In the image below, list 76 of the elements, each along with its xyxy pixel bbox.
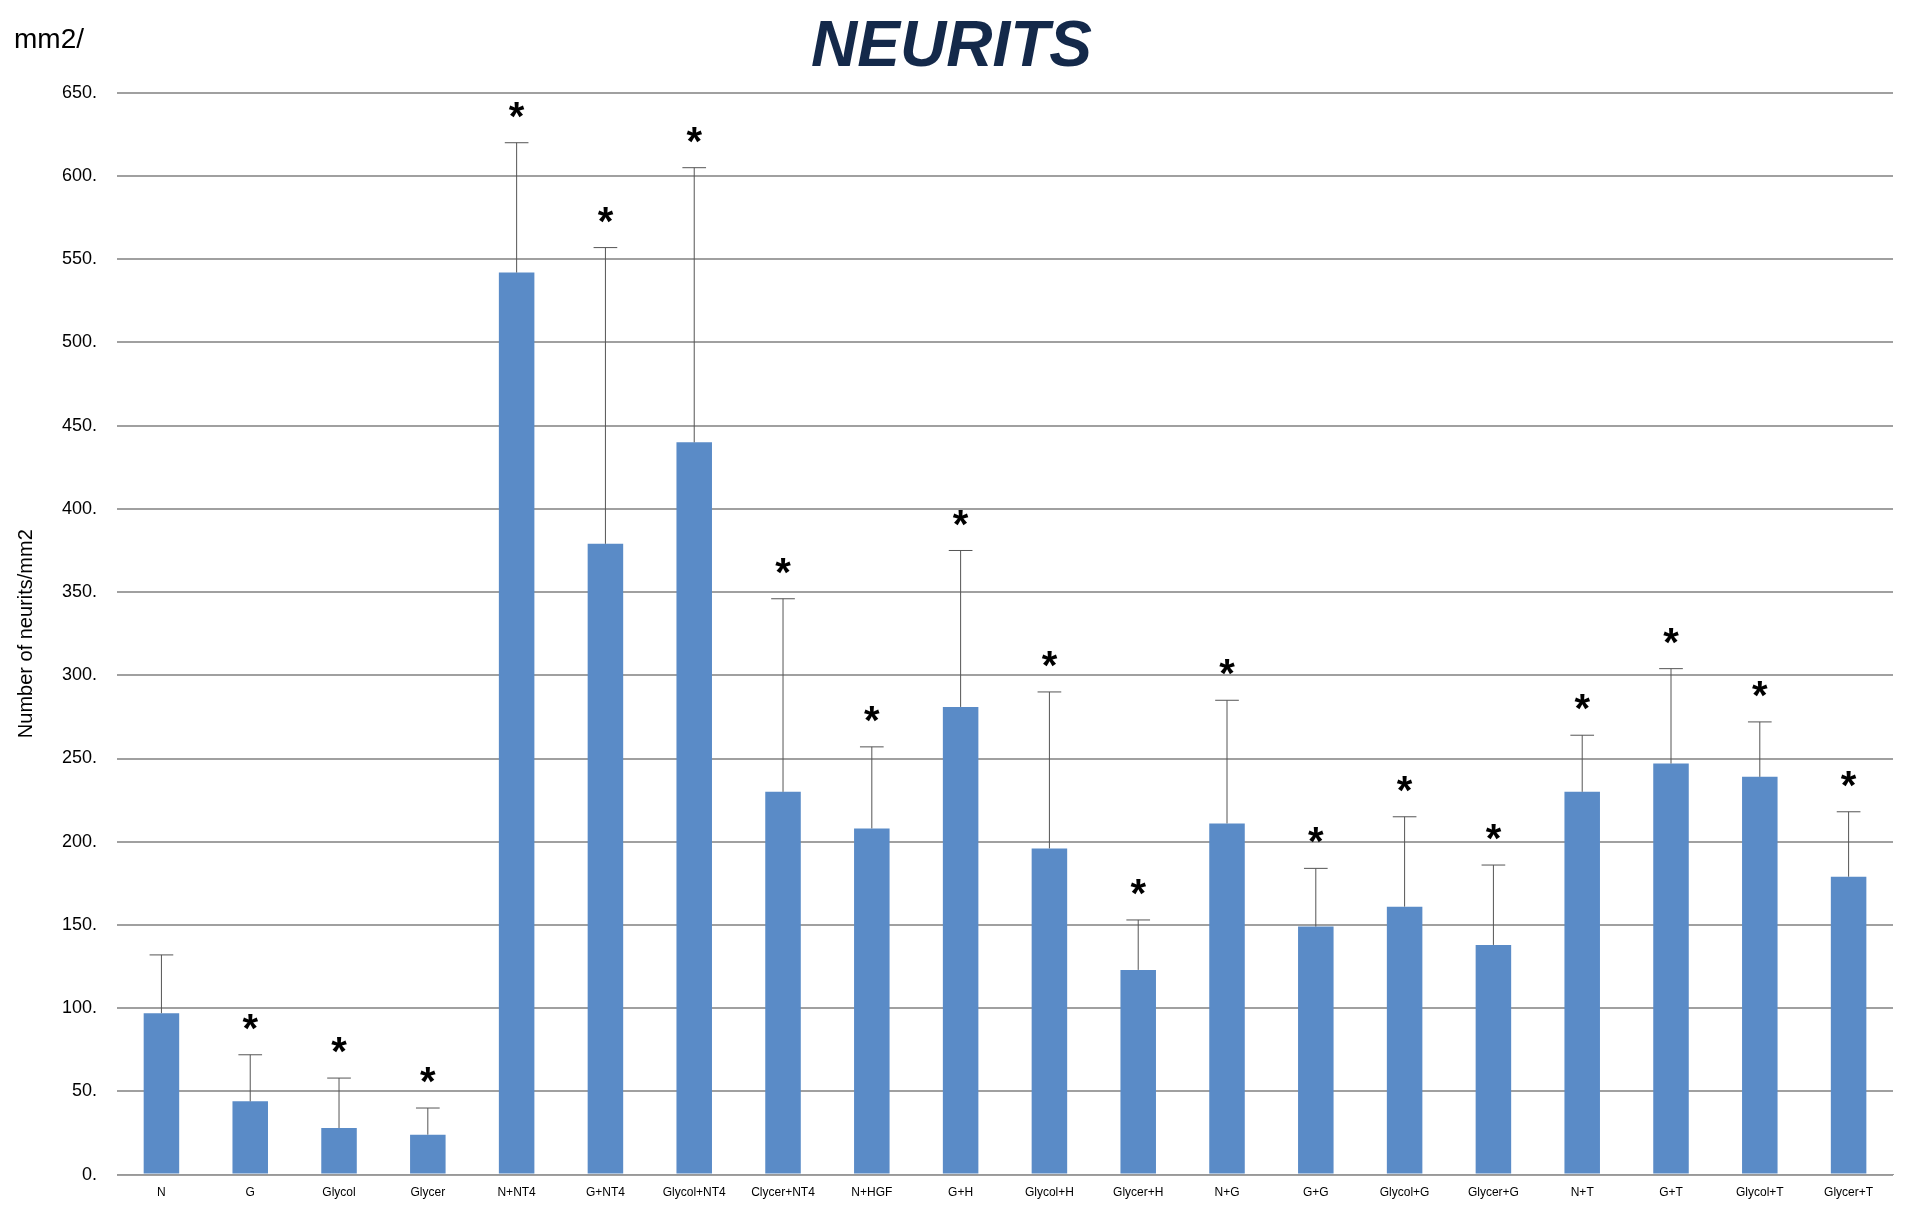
- bar: [1475, 944, 1512, 1174]
- annotation: *: [1840, 762, 1857, 807]
- x-tick-label: Glycer+H: [1113, 1185, 1164, 1200]
- annotation: *: [686, 118, 703, 163]
- bar: [1386, 906, 1423, 1174]
- annotation: *: [1130, 870, 1147, 915]
- y-tick-label: 350.: [61, 581, 98, 602]
- y-tick-label: 500.: [61, 331, 98, 352]
- annotation: *: [775, 549, 792, 594]
- bar: [1653, 763, 1689, 1174]
- y-tick-label: 0.: [82, 1163, 98, 1184]
- bar: [321, 1128, 357, 1174]
- bar: [143, 1013, 180, 1174]
- x-tick-label: N+T: [1570, 1185, 1595, 1200]
- y-tick-label: 600.: [61, 164, 98, 185]
- bar: [498, 272, 535, 1174]
- annotation: *: [508, 93, 525, 138]
- x-tick-label: N+HGF: [851, 1185, 893, 1200]
- y-tick-label: 50.: [72, 1080, 98, 1101]
- bar: [765, 791, 801, 1174]
- annotation: *: [1396, 767, 1413, 812]
- annotation: *: [331, 1029, 348, 1074]
- y-tick-label: 200.: [61, 830, 98, 851]
- y-tick-label: 300.: [61, 664, 98, 685]
- annotation: *: [1219, 651, 1236, 696]
- x-tick-label: G+T: [1659, 1185, 1684, 1200]
- x-tick-label: N: [157, 1185, 166, 1200]
- annotation: *: [420, 1059, 437, 1104]
- bar: [1209, 823, 1245, 1174]
- bar: [1742, 776, 1778, 1174]
- bar: [676, 442, 712, 1174]
- bar: [854, 828, 890, 1174]
- x-tick-label: Glycol+T: [1735, 1185, 1785, 1200]
- y-tick-label: 150.: [61, 913, 98, 934]
- annotation: *: [952, 501, 969, 546]
- annotation: *: [864, 697, 881, 742]
- x-tick-label: G+H: [948, 1185, 974, 1200]
- annotation: *: [597, 198, 614, 243]
- x-tick-label: Glycer+T: [1824, 1185, 1874, 1200]
- bar: [587, 543, 624, 1174]
- bar: [1298, 926, 1334, 1174]
- x-tick-label: Glycol+NT4: [662, 1185, 727, 1200]
- x-tick-label: G+G: [1302, 1185, 1329, 1200]
- y-tick-label: 650.: [61, 81, 98, 102]
- annotation: *: [1663, 619, 1680, 664]
- annotation: *: [242, 1005, 259, 1050]
- bar: [1120, 969, 1156, 1174]
- x-tick-label: Glycer: [410, 1185, 446, 1200]
- x-tick-label: Glycol: [322, 1185, 356, 1200]
- chart-title: NEURITS: [811, 8, 1093, 81]
- x-tick-label: Glycer+G: [1467, 1185, 1519, 1200]
- annotation: *: [1752, 672, 1769, 717]
- annotation: *: [1574, 686, 1591, 731]
- x-tick-label: G: [245, 1185, 255, 1200]
- y-tick-label: 250.: [61, 747, 98, 768]
- y-tick-label: 400.: [61, 497, 98, 518]
- y-tick-label: 550.: [61, 248, 98, 269]
- bar: [1031, 848, 1068, 1174]
- x-tick-label: N+NT4: [497, 1185, 537, 1200]
- bar: [232, 1101, 268, 1174]
- bar: [1830, 876, 1867, 1174]
- text: mm2/: [14, 22, 85, 54]
- y-axis-title: Number of neurits/mm2: [13, 529, 36, 739]
- y-tick-label: 100.: [61, 997, 98, 1018]
- bar: [942, 706, 979, 1174]
- annotation: *: [1041, 642, 1058, 687]
- y-tick-label: 450.: [61, 414, 98, 435]
- x-tick-label: Clycer+NT4: [751, 1185, 816, 1200]
- x-tick-label: G+NT4: [585, 1185, 626, 1200]
- x-tick-label: N+G: [1214, 1185, 1240, 1200]
- x-tick-label: Glycol+G: [1379, 1185, 1430, 1200]
- x-tick-label: Glycol+H: [1024, 1185, 1074, 1200]
- annotation: *: [1308, 819, 1325, 864]
- bar: [410, 1134, 446, 1174]
- annotation: *: [1485, 816, 1502, 861]
- bar: [1564, 791, 1600, 1174]
